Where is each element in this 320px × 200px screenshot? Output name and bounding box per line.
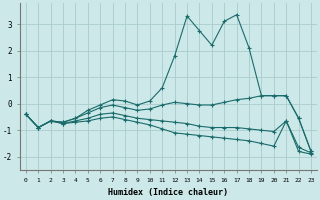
X-axis label: Humidex (Indice chaleur): Humidex (Indice chaleur) bbox=[108, 188, 228, 197]
